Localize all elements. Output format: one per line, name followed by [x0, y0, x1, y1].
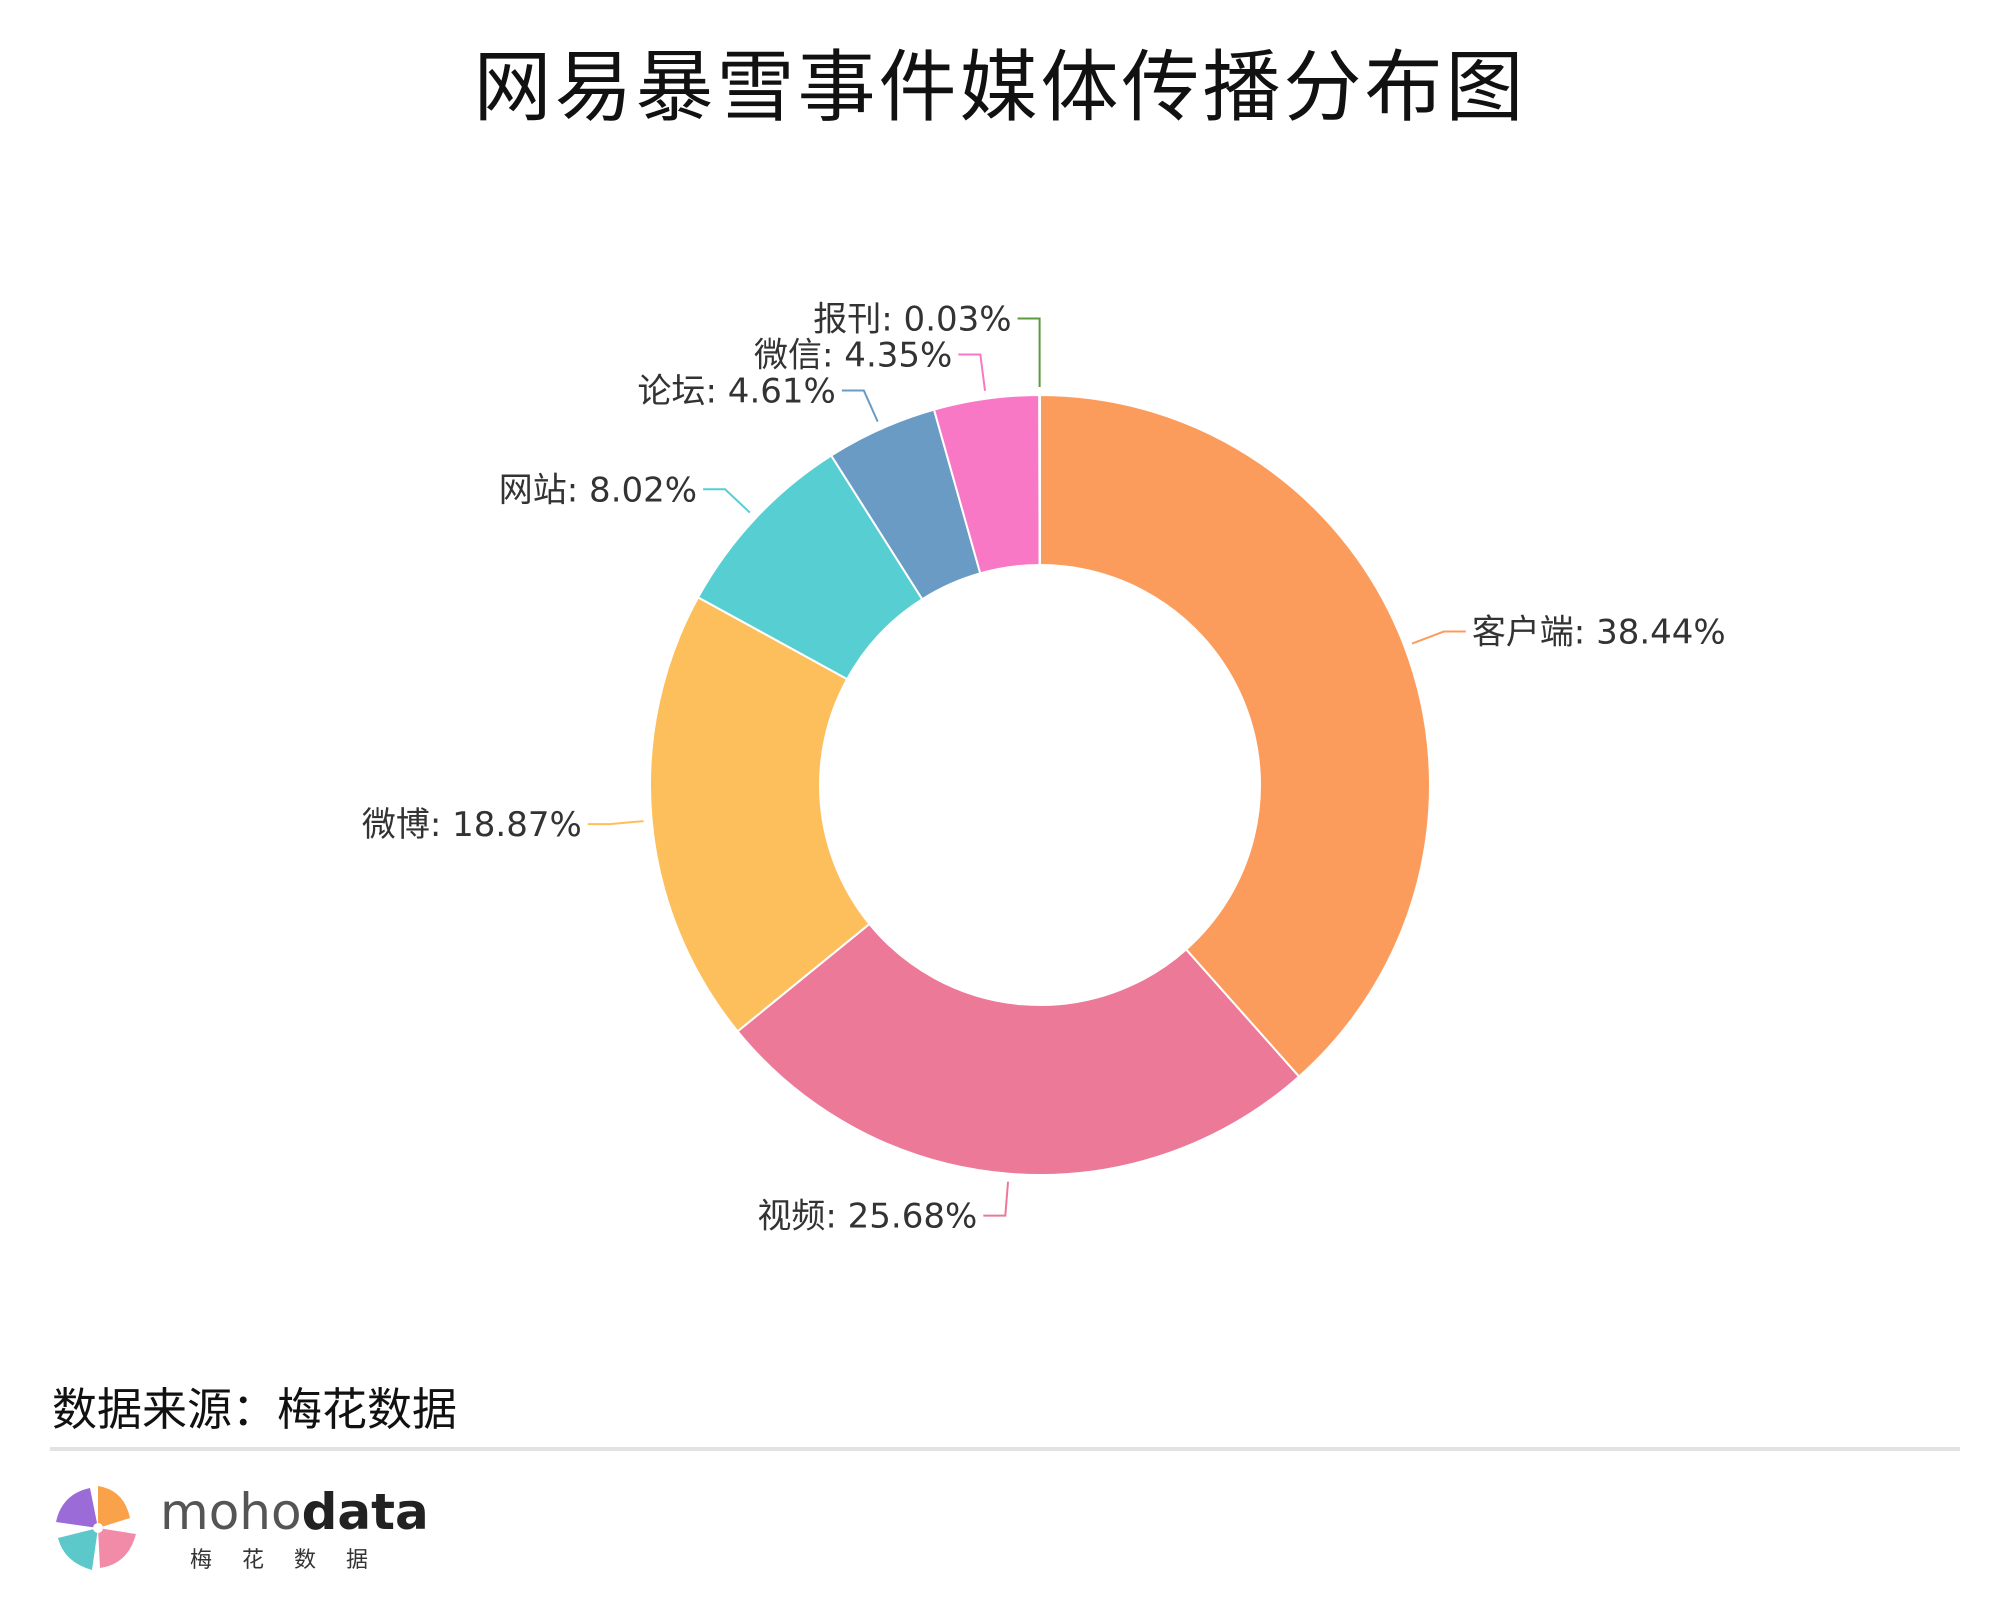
leader-line-5	[958, 353, 987, 391]
leader-line-6	[1017, 317, 1041, 388]
footer-divider	[50, 1447, 1960, 1451]
leader-line-4	[841, 389, 879, 423]
brand-logo: mohodata 梅花数据	[48, 1478, 468, 1588]
slice-1	[736, 922, 1301, 1176]
data-label-1: 视频: 25.68%	[757, 1197, 977, 1237]
pinwheel-logo-icon	[56, 1486, 136, 1570]
slice-2	[649, 595, 871, 1033]
logo-wordmark: mohodata	[160, 1480, 429, 1544]
data-label-0: 客户端: 38.44%	[1472, 613, 1726, 653]
logo-text-moho: moho	[160, 1483, 302, 1541]
data-label-4: 论坛: 4.61%	[638, 372, 836, 412]
leader-line-2	[587, 820, 644, 826]
logo-text-data: data	[301, 1483, 429, 1541]
slice-6	[1038, 393, 1041, 567]
chart-title: 网易暴雪事件媒体传播分布图	[473, 43, 1527, 133]
leader-line-0	[1411, 630, 1466, 645]
slice-0	[1039, 393, 1431, 1078]
data-label-5: 微信: 4.35%	[754, 336, 952, 376]
data-label-3: 网站: 8.02%	[499, 470, 697, 510]
donut-chart: 客户端: 38.44% 视频: 25.68% 微博: 18.87% 网站: 8.02%…	[362, 300, 1726, 1237]
slices-layer	[649, 393, 1431, 1176]
data-label-2: 微博: 18.87%	[362, 805, 582, 845]
leader-line-3	[703, 488, 751, 514]
data-source-note: 数据来源：梅花数据	[52, 1383, 458, 1436]
data-label-6: 报刊: 0.03%	[813, 300, 1011, 340]
labels-layer: 客户端: 38.44% 视频: 25.68% 微博: 18.87% 网站: 8.02%…	[362, 300, 1726, 1237]
logo-subtitle: 梅花数据	[190, 1548, 399, 1573]
leader-line-1	[983, 1181, 1010, 1217]
